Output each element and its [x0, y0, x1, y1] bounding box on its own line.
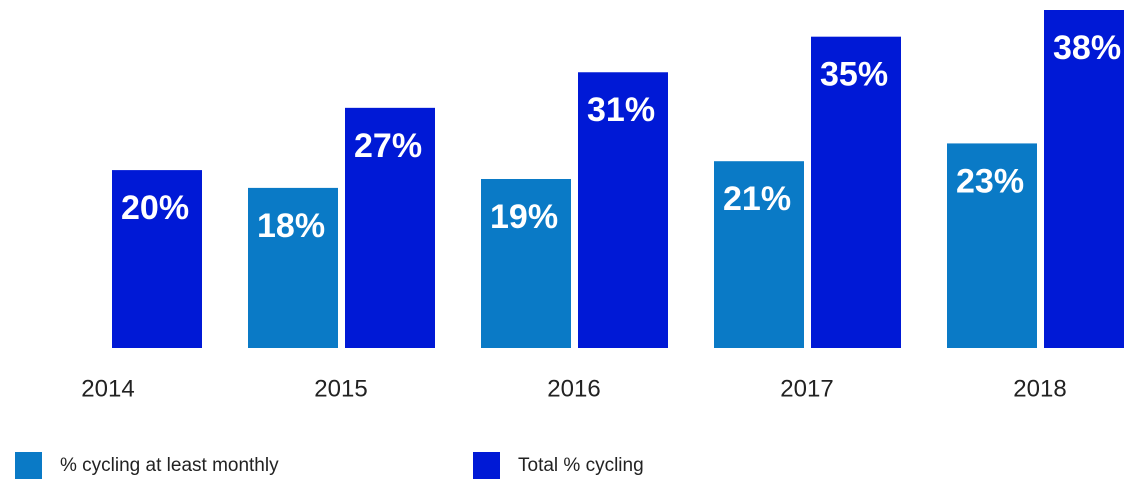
value-label: 38% — [1053, 29, 1121, 67]
value-label: 19% — [490, 198, 558, 236]
value-label: 20% — [121, 189, 189, 227]
legend-label: Total % cycling — [518, 455, 644, 476]
x-tick-label: 2016 — [547, 375, 600, 402]
bar — [481, 179, 571, 348]
bar — [947, 143, 1037, 348]
bar — [345, 107, 435, 348]
legend-swatch — [15, 452, 42, 479]
bar — [1044, 10, 1124, 348]
value-label: 18% — [257, 207, 325, 245]
bar — [248, 187, 338, 348]
value-label: 35% — [820, 56, 888, 94]
bar — [112, 170, 202, 348]
x-tick-label: 2015 — [314, 375, 367, 402]
bar — [811, 36, 901, 349]
value-label: 27% — [354, 127, 422, 165]
x-tick-label: 2017 — [780, 375, 833, 402]
legend-swatch — [473, 452, 500, 479]
value-label: 23% — [956, 162, 1024, 200]
legend-label: % cycling at least monthly — [60, 455, 279, 476]
value-label: 21% — [723, 180, 791, 218]
bar — [578, 72, 668, 349]
x-tick-label: 2014 — [81, 375, 134, 402]
bar — [714, 161, 804, 348]
value-label: 31% — [587, 91, 655, 129]
x-tick-label: 2018 — [1013, 375, 1066, 402]
